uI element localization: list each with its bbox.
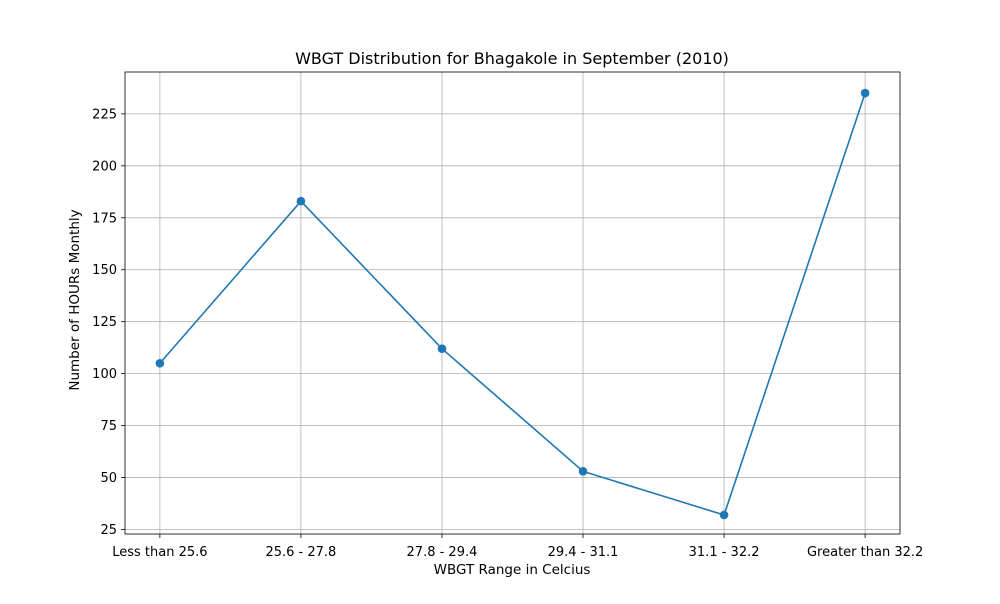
- chart-title: WBGT Distribution for Bhagakole in Septe…: [295, 49, 729, 68]
- data-point: [437, 344, 447, 354]
- y-tick-label: 25: [100, 523, 117, 538]
- axis-layer: Less than 25.6 25.6 - 27.8 27.8 - 29.4 29.4…: [92, 71, 923, 560]
- series-layer: [155, 88, 870, 520]
- data-point: [578, 467, 588, 476]
- x-axis-label: WBGT Range in Celcius: [434, 562, 591, 578]
- y-tick-label: 150: [92, 263, 117, 278]
- x-tick-label: Less than 25.6: [112, 545, 207, 560]
- y-tick-label: 225: [92, 107, 117, 122]
- series-line: [159, 92, 866, 516]
- data-point: [860, 88, 870, 98]
- y-tick-label: 75: [100, 419, 117, 434]
- data-point: [296, 196, 306, 206]
- x-tick-label: 31.1 - 32.2: [689, 545, 760, 560]
- y-tick-label: 50: [100, 471, 117, 486]
- x-tick-label: Greater than 32.2: [807, 545, 923, 560]
- y-axis-label: Number of HOURs Monthly: [67, 209, 83, 390]
- y-tick-label: 100: [92, 367, 117, 382]
- x-tick-label: 27.8 - 29.4: [407, 545, 478, 560]
- data-point: [719, 510, 729, 520]
- y-tick-label: 200: [92, 159, 117, 174]
- plot-frame: [124, 71, 901, 535]
- x-tick-label: 25.6 - 27.8: [265, 545, 336, 560]
- x-tick-label: 29.4 - 31.1: [548, 545, 619, 560]
- y-tick-label: 125: [92, 315, 117, 330]
- data-point: [155, 358, 165, 368]
- y-tick-label: 175: [92, 211, 117, 226]
- grid-layer: [125, 72, 900, 534]
